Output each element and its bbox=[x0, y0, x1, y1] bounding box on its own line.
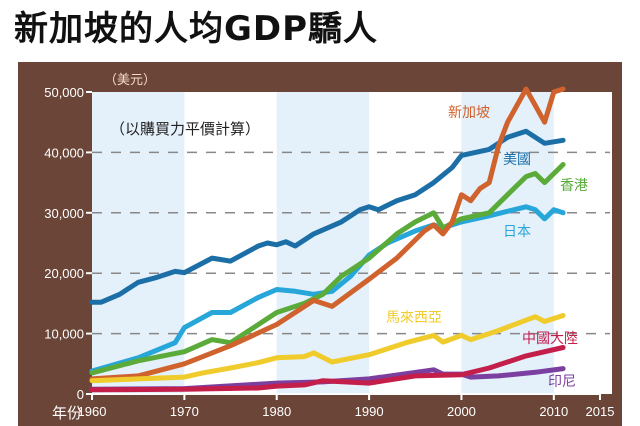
series-line bbox=[89, 128, 566, 305]
y-tick-label: 10,000 bbox=[44, 327, 84, 342]
y-axis-label: （美元） bbox=[104, 73, 156, 88]
series-label: 美國 bbox=[503, 152, 531, 168]
x-tick-label: 1970 bbox=[170, 404, 199, 419]
x-tick-label: 2015 bbox=[586, 404, 615, 419]
x-tick-label: 1990 bbox=[355, 404, 384, 419]
x-tick-label: 2000 bbox=[447, 404, 476, 419]
y-tick-label: 20,000 bbox=[44, 266, 84, 281]
series-label: 新加坡 bbox=[448, 105, 490, 121]
series-label: 香港 bbox=[560, 178, 588, 194]
chart-subtitle: （以購買力平價計算） bbox=[110, 120, 260, 138]
y-tick-label: 30,000 bbox=[44, 206, 84, 221]
x-tick-label: 1980 bbox=[262, 404, 291, 419]
series-line bbox=[89, 345, 566, 393]
x-tick-label: 1960 bbox=[78, 404, 107, 419]
series-label: 印尼 bbox=[548, 374, 576, 390]
decade-band bbox=[461, 92, 554, 394]
series-line bbox=[89, 313, 566, 384]
y-tick-label: 50,000 bbox=[44, 85, 84, 100]
series-label: 日本 bbox=[503, 224, 531, 240]
series-line bbox=[89, 366, 566, 392]
y-tick-label: 0 bbox=[77, 387, 84, 402]
y-tick-label: 40,000 bbox=[44, 145, 84, 160]
series-line bbox=[89, 162, 566, 376]
series-label: 中國大陸 bbox=[522, 331, 578, 347]
x-axis-label: 年份 bbox=[52, 404, 82, 422]
series-label: 馬來西亞 bbox=[386, 310, 442, 326]
chart-title: 新加坡的人均GDP驕人 bbox=[14, 9, 379, 49]
x-tick-label: 2010 bbox=[539, 404, 568, 419]
series-line bbox=[89, 86, 566, 382]
